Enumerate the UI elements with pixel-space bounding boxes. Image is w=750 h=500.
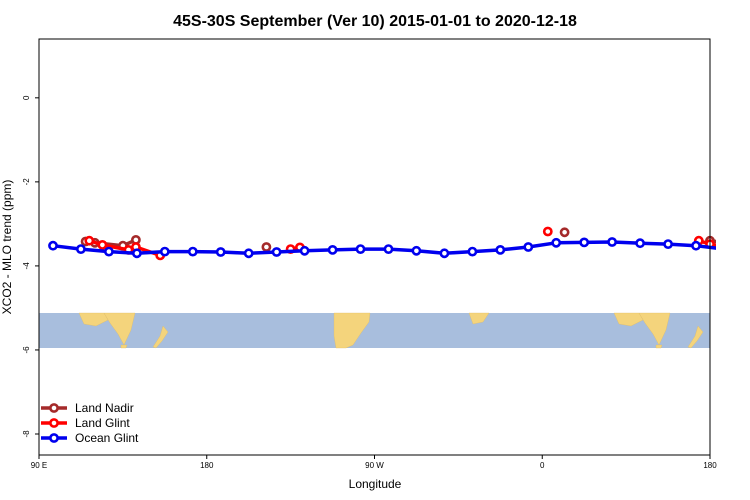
ocean-glint-point <box>439 248 450 259</box>
ocean-glint-point <box>355 244 366 254</box>
ocean-glint-line-0 <box>52 240 716 256</box>
landmass-9 <box>687 325 704 349</box>
x-axis: 90 E 180 90 W 0 180 <box>31 455 717 470</box>
landmass-6 <box>613 312 644 327</box>
x-tick-label: 90 E <box>31 461 47 470</box>
legend-label: Land Nadir <box>75 401 134 415</box>
ocean-glint-point <box>187 246 198 257</box>
ocean-glint-point <box>579 237 590 248</box>
landmass-2 <box>120 344 128 349</box>
ocean-glint-point <box>104 246 114 257</box>
land-glint-point <box>542 226 553 237</box>
ocean-glint-point <box>411 245 422 256</box>
landmass-0 <box>78 312 109 327</box>
ocean-glint-point <box>215 247 226 257</box>
land-nadir-point <box>261 242 272 252</box>
landmass-4 <box>333 312 371 349</box>
y-tick-label: -8 <box>22 430 31 438</box>
chart-title: 45S-30S September (Ver 10) 2015-01-01 to… <box>173 13 577 30</box>
y-tick-label: -6 <box>22 346 31 354</box>
legend-label: Land Glint <box>75 416 130 430</box>
ocean-glint-point <box>635 238 645 249</box>
ocean-glint-point <box>159 246 170 257</box>
land-nadir-point <box>725 240 732 247</box>
ocean-glint-point <box>663 239 673 249</box>
ocean-glint-point <box>523 242 534 252</box>
ocean-glint-point <box>327 244 338 255</box>
ocean-glint-point <box>495 244 506 255</box>
legend-item-land-nadir: Land Nadir <box>41 401 134 415</box>
ocean-glint-point <box>720 246 727 253</box>
landmass-5 <box>468 312 490 325</box>
ocean-glint-point <box>299 245 310 256</box>
series-layer <box>48 226 741 261</box>
y-tick-label: 0 <box>22 95 31 100</box>
ocean-glint-point <box>243 248 254 259</box>
legend-item-land-glint: Land Glint <box>41 416 130 430</box>
ocean-glint-point <box>383 244 394 254</box>
ocean-glint-point <box>551 237 562 248</box>
ocean-glint-point <box>76 244 86 254</box>
background-map <box>39 312 710 349</box>
legend-marker <box>49 433 59 443</box>
y-axis: 0 -2 -4 -6 -8 <box>22 95 39 438</box>
legend-item-ocean-glint: Ocean Glint <box>41 431 139 445</box>
land-glint-point <box>734 246 741 253</box>
legend-marker <box>49 418 59 428</box>
y-tick-label: -4 <box>22 262 31 270</box>
x-tick-label: 0 <box>540 461 545 470</box>
x-tick-label: 180 <box>200 461 214 470</box>
ocean-glint-point <box>691 240 701 251</box>
y-tick-label: -2 <box>22 178 31 186</box>
land-nadir-point <box>734 241 741 248</box>
ocean-glint-point <box>271 247 282 257</box>
land-nadir-point <box>559 227 570 238</box>
ocean-glint-point <box>467 246 478 257</box>
landmass-3 <box>152 325 169 349</box>
ocean-glint-point <box>131 248 142 259</box>
landmass-8 <box>655 344 663 349</box>
land-glint-point <box>97 239 108 250</box>
ocean-glint-point <box>48 240 58 251</box>
x-tick-label: 90 W <box>365 461 384 470</box>
legend-marker <box>49 403 59 413</box>
legend-label: Ocean Glint <box>75 431 139 445</box>
ocean-glint-point <box>607 237 617 247</box>
x-axis-label: Longitude <box>349 477 402 491</box>
x-tick-label: 180 <box>703 461 717 470</box>
ocean-band <box>39 313 710 348</box>
series-ocean-glint <box>48 237 727 259</box>
land-glint-point <box>84 235 95 246</box>
y-axis-label: XCO2 - MLO trend (ppm) <box>0 180 14 315</box>
